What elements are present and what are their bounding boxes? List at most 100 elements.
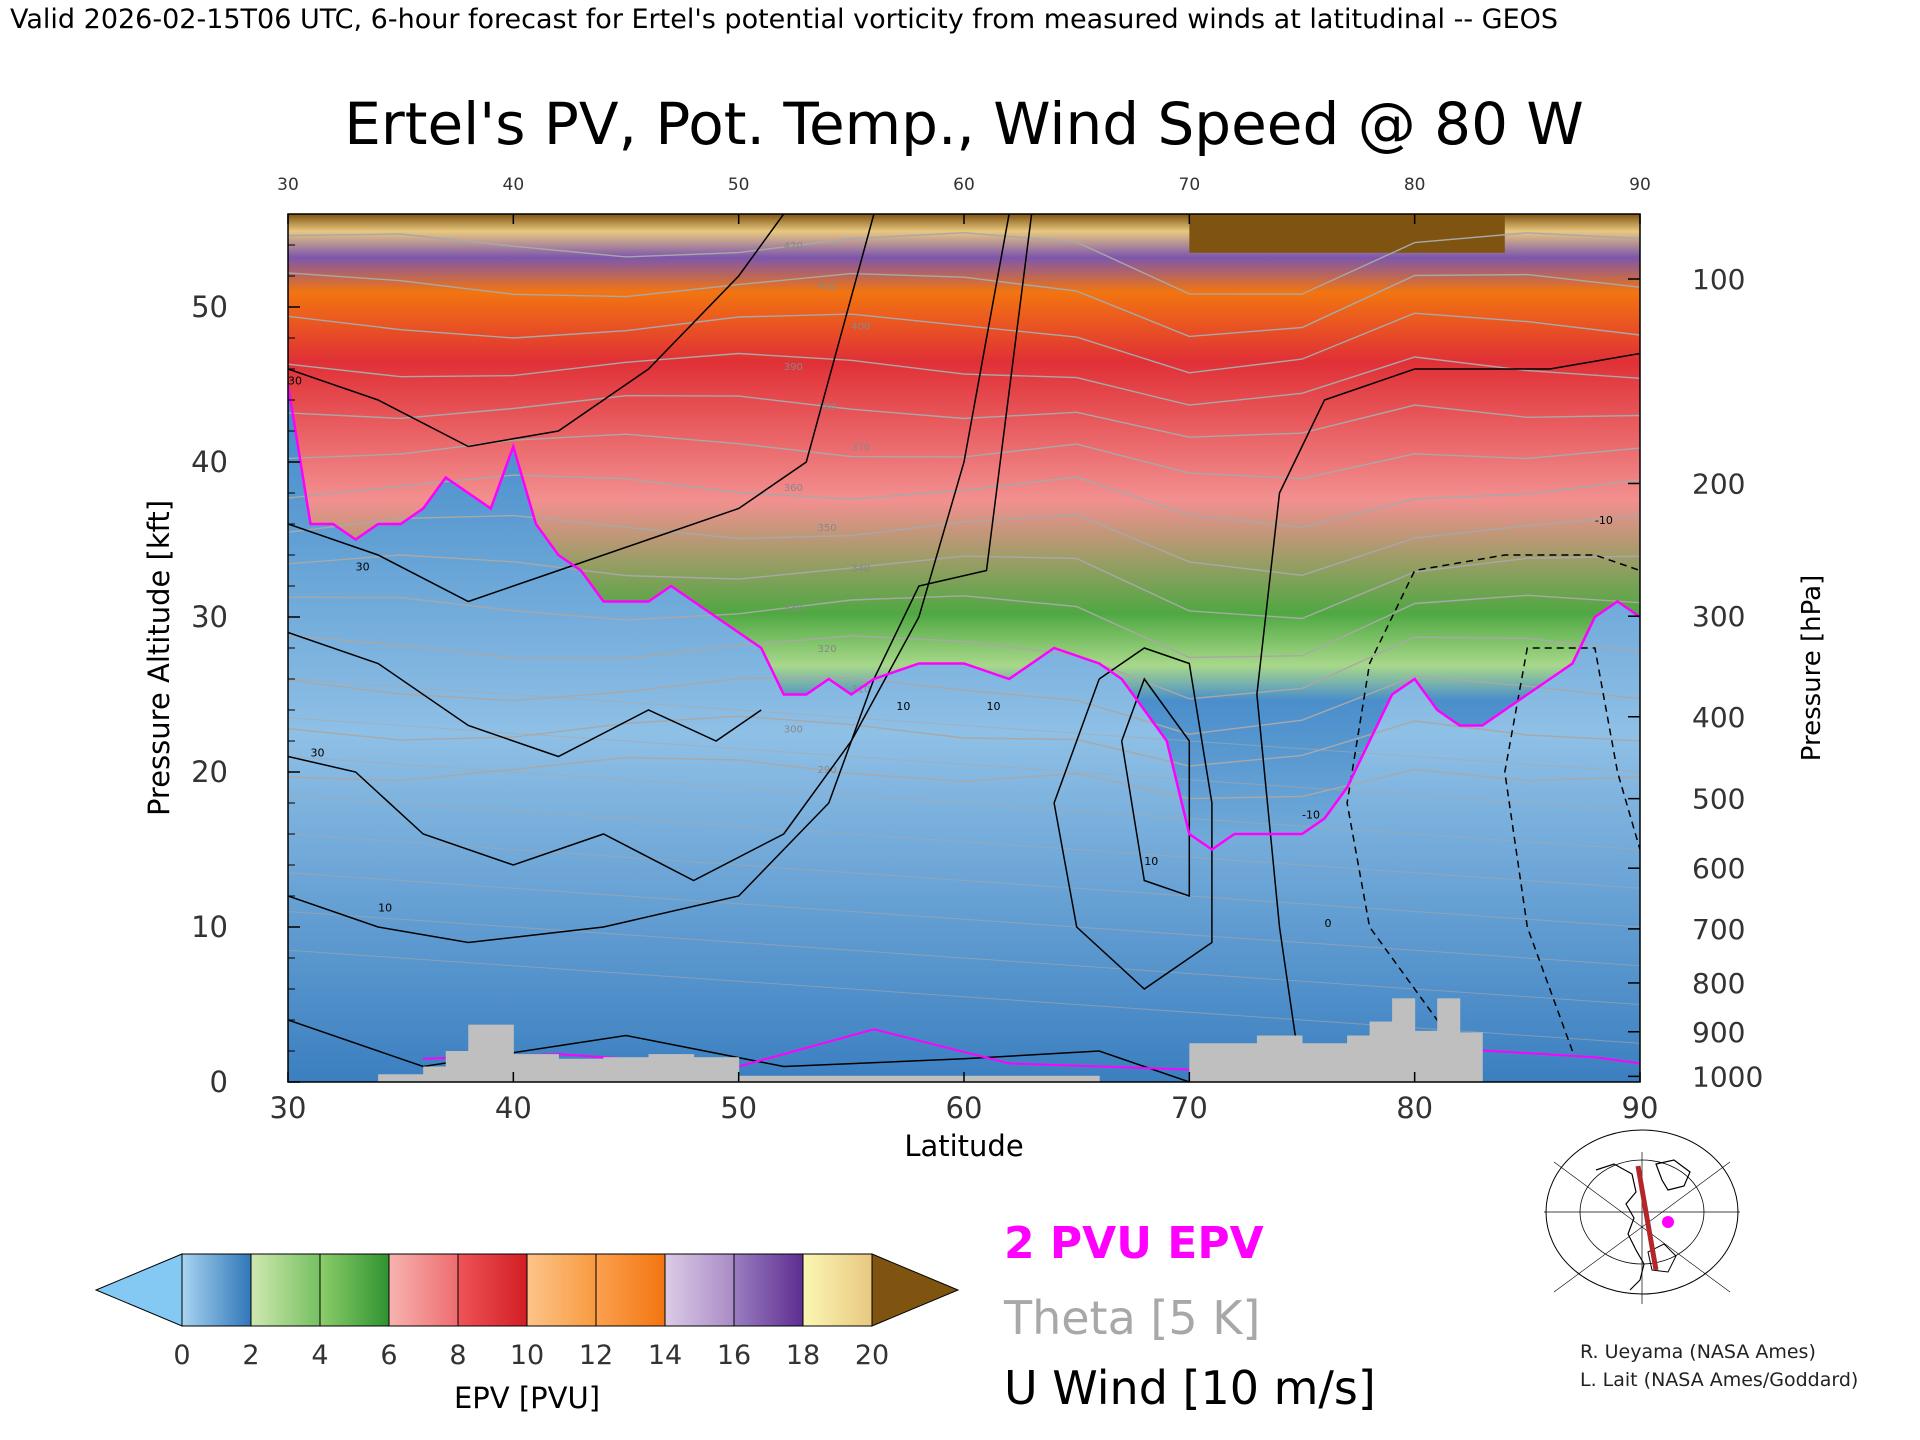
colorbar-tick-label: 20 <box>855 1340 889 1371</box>
pressure-tick-label: 1000 <box>1692 1060 1763 1093</box>
x-tick-label-top: 40 <box>503 175 525 195</box>
theta-contour <box>288 513 1640 577</box>
theta-contour <box>288 715 1640 767</box>
legend-theta: Theta [5 K] <box>1003 1291 1260 1345</box>
theta-contour-label: 400 <box>851 322 870 333</box>
u-wind-contour <box>1256 352 1640 1082</box>
x-tick-label-top: 70 <box>1179 175 1201 195</box>
theta-contour <box>288 635 1640 700</box>
plot-area: 4204104003903803703603503403303203103002… <box>287 204 1641 1083</box>
y-tick-label: 30 <box>191 600 228 634</box>
pressure-tick-label: 100 <box>1692 263 1745 296</box>
u-wind-contour <box>1504 647 1640 1052</box>
x-tick-label-top: 80 <box>1404 175 1426 195</box>
theta-contour-label: 410 <box>818 281 837 292</box>
cross-section-track <box>1635 1165 1659 1271</box>
u-wind-contour-label: -10 <box>1302 809 1320 822</box>
terrain-block <box>1347 1035 1371 1082</box>
theta-contour-label: 330 <box>784 604 803 615</box>
colorbar-bin <box>457 1253 528 1327</box>
terrain-mask <box>378 998 1483 1082</box>
theta-contour <box>288 794 1640 889</box>
colorbar-over-arrow <box>871 1253 960 1327</box>
two-pvu-line <box>288 384 1640 852</box>
colorbar-label: EPV [PVU] <box>454 1381 600 1415</box>
x-tick-label: 90 <box>1622 1091 1659 1125</box>
pressure-tick-label: 900 <box>1692 1016 1745 1049</box>
theta-contour <box>288 675 1640 735</box>
chart-title: Ertel's PV, Pot. Temp., Wind Speed @ 80 … <box>344 90 1584 158</box>
colorbar-tick-label: 12 <box>579 1340 613 1371</box>
theta-contour-label: 290 <box>818 765 837 776</box>
theta-contour <box>288 433 1640 480</box>
u-wind-contour-label: -10 <box>1595 514 1613 527</box>
colorbar-under-arrow <box>94 1253 183 1327</box>
x-tick-label: 70 <box>1171 1091 1208 1125</box>
colorbar-tick-label: 10 <box>510 1340 544 1371</box>
theta-contour <box>288 394 1640 438</box>
x-tick-label-top: 30 <box>277 175 299 195</box>
colorbar-bin <box>250 1253 321 1327</box>
colorbar-bin <box>802 1253 873 1327</box>
colorbar-bin <box>319 1253 390 1327</box>
u-wind-contour-label: 10 <box>784 204 798 217</box>
credits: R. Ueyama (NASA Ames) L. Lait (NASA Ames… <box>1580 1338 1858 1394</box>
u-wind-contour <box>1120 677 1191 898</box>
epv-colorbar: 0 2 4 6 8 10 12 14 16 18 20 <box>94 1253 960 1371</box>
u-wind-contour-label: 10 <box>987 700 1001 713</box>
y-tick-label: 20 <box>191 755 228 789</box>
colorbar-tick-label: 2 <box>242 1340 259 1371</box>
theta-contour <box>288 872 1640 967</box>
theta-contour <box>288 352 1640 406</box>
terrain-block <box>1414 1030 1438 1082</box>
terrain-block <box>648 1054 695 1082</box>
colorbar-bin <box>664 1253 735 1327</box>
colorbar-tick-label: 6 <box>380 1340 397 1371</box>
u-wind-contour-label: 10 <box>896 700 910 713</box>
theta-contour <box>288 756 1640 850</box>
u-wind-contour-label: 30 <box>311 747 325 760</box>
colorbar-bin <box>526 1253 597 1327</box>
y-axis-left: 0 10 20 30 40 50 <box>191 244 300 1099</box>
u-wind-contour-label: 30 <box>356 561 370 574</box>
theta-contour-label: 370 <box>851 443 870 454</box>
y-axis-label-left: Pressure Altitude [kft] <box>142 500 176 816</box>
pressure-tick-label: 400 <box>1692 701 1745 734</box>
x-tick-label: 80 <box>1396 1091 1433 1125</box>
x-tick-label-top: 50 <box>728 175 750 195</box>
u-wind-contour-label: 10 <box>1144 855 1158 868</box>
colorbar-tick-label: 14 <box>648 1340 682 1371</box>
terrain-block <box>1459 1032 1483 1082</box>
theta-contour-label: 420 <box>784 241 803 252</box>
colorbar-tick-label: 8 <box>449 1340 466 1371</box>
terrain-block <box>423 1066 447 1082</box>
colorbar-bin <box>733 1253 804 1327</box>
u-wind-contour-label: 10 <box>378 902 392 915</box>
theta-contour <box>288 312 1640 374</box>
x-tick-label-top: 60 <box>953 175 975 195</box>
legend-pv: 2 PVU EPV <box>1004 1218 1264 1269</box>
colorbar-bin <box>181 1253 252 1327</box>
u-wind-contour <box>288 214 785 448</box>
theta-contour <box>288 231 1640 295</box>
colorbar-tick-label: 4 <box>311 1340 328 1371</box>
theta-contour <box>288 678 1640 773</box>
theta-contour <box>288 833 1640 928</box>
x-tick-label: 30 <box>270 1091 307 1125</box>
terrain-block <box>1437 998 1461 1082</box>
x-axis-bottom: 30 40 50 60 70 80 90 <box>270 1072 1659 1125</box>
pressure-tick-label: 200 <box>1692 467 1745 500</box>
pressure-tick-label: 300 <box>1692 600 1745 633</box>
y-axis-label-right: Pressure [hPa] <box>1797 575 1827 762</box>
terrain-block <box>1302 1043 1348 1082</box>
u-wind-contour-label: 30 <box>288 375 302 388</box>
terrain-block <box>378 1074 424 1082</box>
pressure-tick-label: 700 <box>1692 913 1745 946</box>
theta-contour-label: 350 <box>818 523 837 534</box>
theta-contour-label: 360 <box>784 483 803 494</box>
terrain-block <box>468 1024 514 1082</box>
pressure-tick-label: 800 <box>1692 967 1745 1000</box>
legend-wind: U Wind [10 m/s] <box>1004 1361 1376 1415</box>
theta-contour-label: 390 <box>784 362 803 373</box>
